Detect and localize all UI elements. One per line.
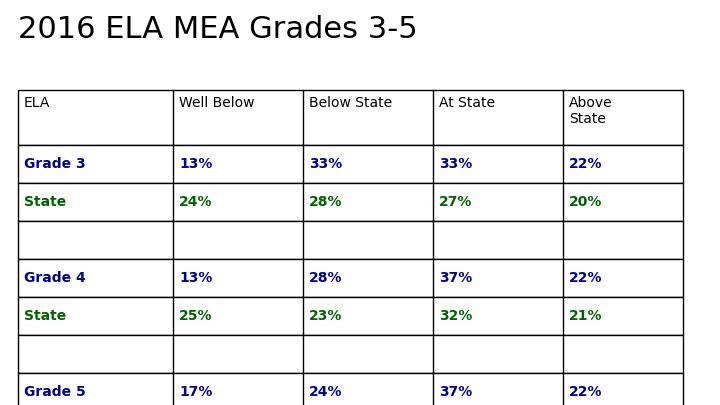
Text: 28%: 28%	[309, 195, 343, 209]
Bar	[18, 259, 683, 297]
Text: 24%: 24%	[179, 195, 212, 209]
Bar	[18, 221, 683, 259]
Bar	[18, 183, 683, 221]
Text: Well Below: Well Below	[179, 96, 254, 110]
Text: 25%: 25%	[179, 309, 212, 323]
Text: 28%: 28%	[309, 271, 343, 285]
Text: 2016 ELA MEA Grades 3-5: 2016 ELA MEA Grades 3-5	[18, 15, 418, 44]
Text: 13%: 13%	[179, 157, 212, 171]
Text: Below State: Below State	[309, 96, 392, 110]
Text: 13%: 13%	[179, 271, 212, 285]
Text: 17%: 17%	[179, 385, 212, 399]
Text: 22%: 22%	[569, 385, 603, 399]
Bar	[18, 297, 683, 335]
Bar	[18, 145, 683, 183]
Text: Grade 3: Grade 3	[24, 157, 86, 171]
Text: Grade 5: Grade 5	[24, 385, 86, 399]
Text: 32%: 32%	[439, 309, 472, 323]
Bar	[18, 373, 683, 405]
Text: 22%: 22%	[569, 271, 603, 285]
Text: Grade 4: Grade 4	[24, 271, 86, 285]
Text: 37%: 37%	[439, 385, 472, 399]
Text: 20%: 20%	[569, 195, 603, 209]
Bar	[18, 335, 683, 373]
Text: 33%: 33%	[439, 157, 472, 171]
Text: 24%: 24%	[309, 385, 343, 399]
Text: 33%: 33%	[309, 157, 342, 171]
Text: State: State	[24, 309, 66, 323]
Text: At State: At State	[439, 96, 495, 110]
Text: Above
State: Above State	[569, 96, 613, 126]
Text: 21%: 21%	[569, 309, 603, 323]
Text: 23%: 23%	[309, 309, 343, 323]
Text: 22%: 22%	[569, 157, 603, 171]
Text: 37%: 37%	[439, 271, 472, 285]
Text: State: State	[24, 195, 66, 209]
Bar	[18, 90, 683, 145]
Text: ELA: ELA	[24, 96, 50, 110]
Text: 27%: 27%	[439, 195, 472, 209]
